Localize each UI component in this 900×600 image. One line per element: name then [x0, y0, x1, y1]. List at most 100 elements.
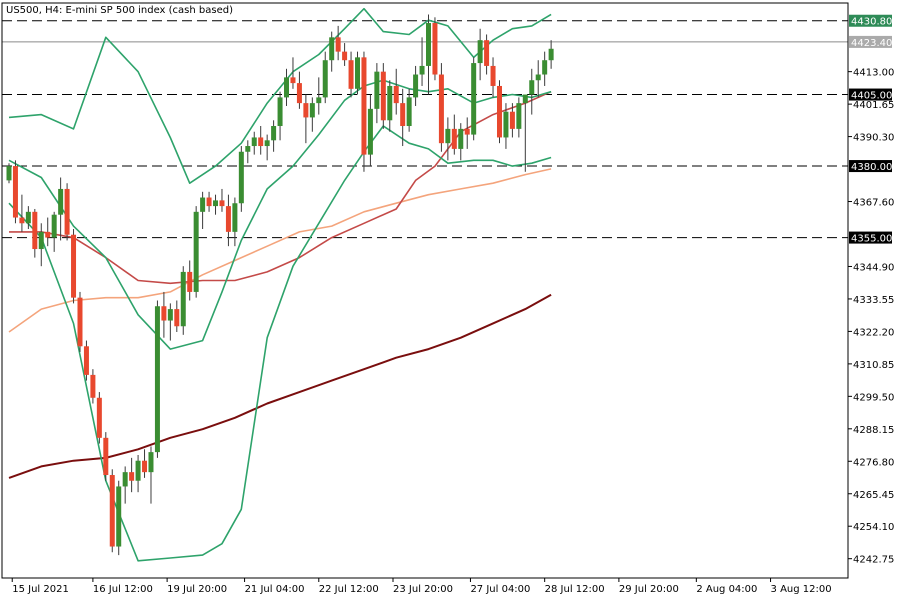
candle-body-1[interactable] — [12, 166, 18, 218]
candle-body-10[interactable] — [71, 234, 77, 298]
candle-body-81[interactable] — [529, 80, 535, 95]
candle-body-47[interactable] — [309, 103, 315, 118]
candle-body-65[interactable] — [426, 23, 431, 66]
candle-body-16[interactable] — [109, 475, 115, 547]
candle-body-49[interactable] — [322, 60, 328, 98]
x-tick-label-0: 15 Jul 2021 — [12, 584, 69, 595]
candle-body-57[interactable] — [374, 71, 380, 109]
candle-body-79[interactable] — [516, 103, 522, 129]
candle-body-25[interactable] — [167, 309, 173, 321]
candle-body-4[interactable] — [32, 211, 38, 250]
candle-body-27[interactable] — [180, 271, 186, 327]
candle-body-66[interactable] — [432, 23, 438, 75]
candle-body-32[interactable] — [213, 200, 219, 207]
x-tick-label-2: 19 Jul 20:00 — [167, 584, 227, 595]
candle-body-18[interactable] — [122, 472, 128, 487]
level-tag-1: 4405.00 — [851, 91, 892, 102]
y-tick-label-6: 4322.20 — [853, 327, 894, 338]
candle-body-23[interactable] — [154, 306, 160, 453]
candle-body-39[interactable] — [258, 137, 264, 147]
candle-body-24[interactable] — [161, 306, 167, 321]
candle-body-82[interactable] — [535, 74, 541, 81]
y-tick-label-12: 4254.10 — [853, 522, 894, 533]
candle-body-40[interactable] — [264, 140, 270, 147]
candle-body-51[interactable] — [335, 37, 341, 52]
candle-body-8[interactable] — [58, 188, 64, 215]
level-tag-2-bg — [849, 160, 892, 173]
candle-body-55[interactable] — [361, 57, 367, 155]
candle-body-56[interactable] — [367, 108, 373, 155]
candle-body-43[interactable] — [284, 77, 290, 98]
candle-body-63[interactable] — [413, 74, 419, 98]
y-tick-label-0: 4413.00 — [853, 68, 894, 79]
candle-body-80[interactable] — [522, 94, 528, 104]
candle-body-52[interactable] — [342, 51, 348, 61]
candle-body-76[interactable] — [496, 85, 502, 138]
candle-body-68[interactable] — [445, 128, 451, 144]
candle-body-6[interactable] — [45, 231, 51, 238]
candle-body-33[interactable] — [219, 200, 225, 207]
candle-body-2[interactable] — [19, 217, 25, 224]
candle-body-29[interactable] — [193, 211, 199, 292]
candle-body-64[interactable] — [419, 65, 425, 75]
candle-body-17[interactable] — [116, 486, 122, 547]
candle-body-58[interactable] — [380, 71, 386, 121]
candle-body-11[interactable] — [77, 297, 83, 347]
candle-body-71[interactable] — [464, 128, 470, 135]
candle-body-31[interactable] — [206, 197, 212, 207]
candle-body-0[interactable] — [6, 166, 12, 181]
candle-body-67[interactable] — [438, 74, 444, 144]
candle-body-28[interactable] — [187, 271, 193, 292]
candle-body-62[interactable] — [406, 97, 412, 127]
candle-body-38[interactable] — [251, 137, 257, 147]
candle-body-19[interactable] — [129, 472, 135, 481]
candle-body-37[interactable] — [245, 146, 251, 152]
candle-body-34[interactable] — [225, 206, 231, 232]
level-tag-3-bg — [849, 231, 892, 244]
candle-body-53[interactable] — [348, 60, 354, 89]
candle-body-70[interactable] — [458, 128, 464, 149]
candle-body-50[interactable] — [329, 37, 335, 61]
candle-body-7[interactable] — [51, 214, 57, 238]
candle-body-75[interactable] — [490, 65, 496, 86]
candle-body-74[interactable] — [484, 40, 490, 66]
candle-body-13[interactable] — [90, 374, 96, 398]
candle-body-61[interactable] — [400, 103, 406, 127]
candle-body-21[interactable] — [142, 460, 148, 473]
candle-body-84[interactable] — [548, 48, 554, 61]
candle-body-36[interactable] — [238, 151, 244, 204]
candle-body-30[interactable] — [200, 197, 206, 212]
candle-body-41[interactable] — [271, 126, 277, 141]
candle-body-54[interactable] — [355, 57, 361, 89]
x-tick-label-3: 21 Jul 04:00 — [245, 584, 305, 595]
candle-body-3[interactable] — [25, 211, 31, 224]
candle-body-73[interactable] — [477, 40, 483, 64]
candle-body-59[interactable] — [387, 85, 393, 121]
candle-body-12[interactable] — [83, 346, 89, 375]
x-tick-label-9: 2 Aug 04:00 — [696, 584, 757, 595]
candle-body-78[interactable] — [509, 111, 515, 129]
candle-body-14[interactable] — [96, 397, 102, 438]
candle-body-69[interactable] — [451, 128, 457, 149]
candle-body-45[interactable] — [296, 83, 302, 104]
candle-body-44[interactable] — [290, 77, 296, 84]
current-price-tag: 4423.40 — [851, 38, 892, 49]
candle-body-83[interactable] — [542, 60, 548, 75]
candle-body-48[interactable] — [316, 97, 322, 104]
y-tick-label-7: 4310.85 — [853, 360, 894, 371]
candle-body-42[interactable] — [277, 97, 283, 127]
candle-body-77[interactable] — [503, 111, 509, 138]
candle-body-5[interactable] — [38, 231, 44, 250]
candle-body-60[interactable] — [393, 85, 399, 104]
candle-body-35[interactable] — [232, 203, 238, 232]
candle-body-9[interactable] — [64, 188, 70, 235]
candle-body-72[interactable] — [471, 63, 477, 135]
candle-body-46[interactable] — [303, 103, 309, 118]
candle-body-20[interactable] — [135, 460, 141, 481]
candle-body-15[interactable] — [103, 437, 109, 476]
candle-body-26[interactable] — [174, 309, 180, 327]
candle-body-22[interactable] — [148, 452, 154, 473]
y-tick-label-10: 4276.80 — [853, 457, 894, 468]
plot-frame — [1, 2, 849, 579]
